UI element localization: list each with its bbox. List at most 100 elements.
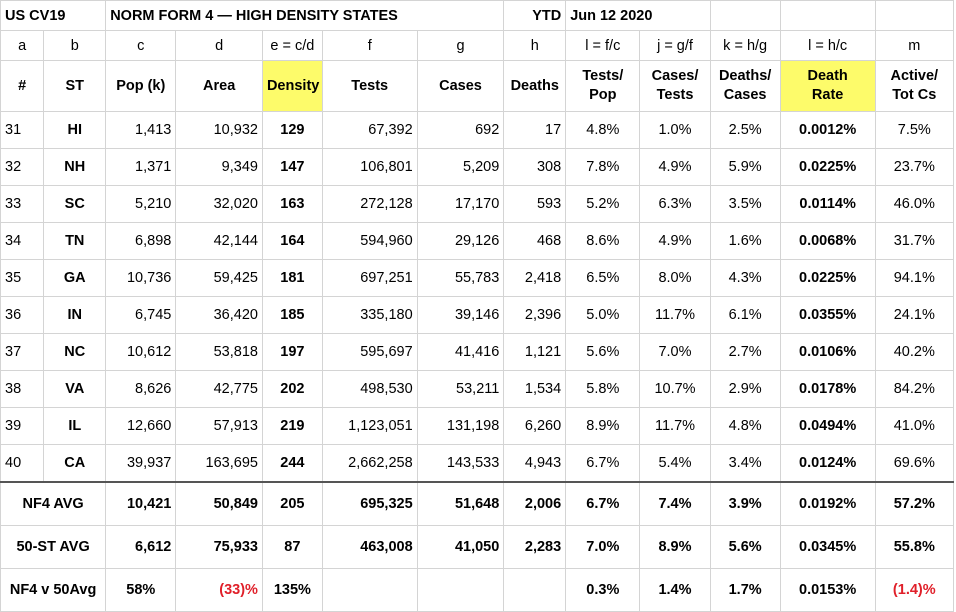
st50-avg-cell-6[interactable]: 41,050 [416, 525, 505, 569]
cell-3[interactable]: 163,695 [175, 444, 263, 483]
cell-11[interactable]: 0.0225% [779, 148, 876, 186]
header-cell-10[interactable]: Deaths/Cases [709, 60, 781, 112]
nf4-avg-cell-9[interactable]: 7.4% [639, 481, 711, 526]
comparison-death-rate[interactable]: 0.0153% [779, 568, 876, 612]
cell-6[interactable]: 17,170 [416, 185, 505, 223]
header-cell-6[interactable]: Cases [416, 60, 505, 112]
cell-11[interactable]: 0.0012% [779, 111, 876, 149]
cell-1[interactable]: NC [43, 333, 107, 371]
st50-avg-cell-11[interactable]: 0.0345% [779, 525, 876, 569]
comparison-label[interactable]: NF4 v 50Avg [0, 568, 107, 612]
cell-6[interactable]: 692 [416, 111, 505, 149]
nf4-avg-cell-11[interactable]: 0.0192% [779, 481, 876, 526]
cell-8[interactable]: 7.8% [565, 148, 641, 186]
nf4-avg-cell-6[interactable]: 51,648 [416, 481, 505, 526]
empty-cell[interactable] [779, 0, 876, 31]
cell-12[interactable]: 69.6% [874, 444, 955, 483]
cell-11[interactable]: 0.0225% [779, 259, 876, 297]
header-cell-4[interactable]: Density [261, 60, 323, 112]
cell-5[interactable]: 106,801 [321, 148, 418, 186]
cell-7[interactable]: 4,943 [503, 444, 567, 483]
st50-avg-cell-8[interactable]: 7.0% [565, 525, 641, 569]
cell-3[interactable]: 9,349 [175, 148, 263, 186]
cell-10[interactable]: 1.6% [709, 222, 781, 260]
cell-9[interactable]: 8.0% [639, 259, 711, 297]
nf4-avg-cell-8[interactable]: 6.7% [565, 481, 641, 526]
header-cell-0[interactable]: # [0, 60, 45, 112]
comparison-deaths-cases[interactable]: 1.7% [709, 568, 781, 612]
header-cell-7[interactable]: Deaths [503, 60, 567, 112]
cell-11[interactable]: 0.0355% [779, 296, 876, 334]
cell-4[interactable]: 164 [261, 222, 323, 260]
cell-9[interactable]: 10.7% [639, 370, 711, 408]
cell-8[interactable]: 6.7% [565, 444, 641, 483]
cell-0[interactable]: 37 [0, 333, 45, 371]
column-letter-2[interactable]: c [105, 30, 177, 61]
cell-6[interactable]: 131,198 [416, 407, 505, 445]
cell-4[interactable]: 197 [261, 333, 323, 371]
cell-7[interactable]: 308 [503, 148, 567, 186]
comparison-cases-tests[interactable]: 1.4% [639, 568, 711, 612]
st50-avg-cell-3[interactable]: 75,933 [175, 525, 263, 569]
cell-2[interactable]: 10,612 [105, 333, 177, 371]
column-letter-5[interactable]: f [321, 30, 418, 61]
header-cell-8[interactable]: Tests/Pop [565, 60, 641, 112]
cell-1[interactable]: IL [43, 407, 107, 445]
cell-12[interactable]: 23.7% [874, 148, 955, 186]
cell-9[interactable]: 11.7% [639, 407, 711, 445]
comparison-density[interactable]: 135% [261, 568, 323, 612]
st50-avg-label[interactable]: 50-ST AVG [0, 525, 107, 569]
cell-11[interactable]: 0.0178% [779, 370, 876, 408]
nf4-avg-cell-5[interactable]: 695,325 [321, 481, 418, 526]
cell-0[interactable]: 31 [0, 111, 45, 149]
cell-5[interactable]: 67,392 [321, 111, 418, 149]
header-cell-12[interactable]: Active/Tot Cs [874, 60, 955, 112]
column-letter-11[interactable]: l = h/c [779, 30, 876, 61]
cell-8[interactable]: 5.2% [565, 185, 641, 223]
cell-10[interactable]: 4.3% [709, 259, 781, 297]
nf4-avg-cell-10[interactable]: 3.9% [709, 481, 781, 526]
cell-9[interactable]: 11.7% [639, 296, 711, 334]
comparison-area[interactable]: (33)% [175, 568, 263, 612]
cell-11[interactable]: 0.0114% [779, 185, 876, 223]
nf4-avg-cell-7[interactable]: 2,006 [503, 481, 567, 526]
cell-12[interactable]: 41.0% [874, 407, 955, 445]
header-cell-1[interactable]: ST [43, 60, 107, 112]
cell-3[interactable]: 32,020 [175, 185, 263, 223]
nf4-avg-cell-3[interactable]: 50,849 [175, 481, 263, 526]
comparison-tests-pop[interactable]: 0.3% [565, 568, 641, 612]
header-cell-11[interactable]: Death Rate [779, 60, 876, 112]
cell-12[interactable]: 94.1% [874, 259, 955, 297]
cell-6[interactable]: 143,533 [416, 444, 505, 483]
cell-7[interactable]: 593 [503, 185, 567, 223]
cell-12[interactable]: 84.2% [874, 370, 955, 408]
cell-7[interactable]: 1,534 [503, 370, 567, 408]
cell-11[interactable]: 0.0494% [779, 407, 876, 445]
cell-4[interactable]: 129 [261, 111, 323, 149]
cell-6[interactable]: 41,416 [416, 333, 505, 371]
cell-5[interactable]: 594,960 [321, 222, 418, 260]
cell-1[interactable]: TN [43, 222, 107, 260]
cell-0[interactable]: 34 [0, 222, 45, 260]
cell-1[interactable]: GA [43, 259, 107, 297]
column-letter-8[interactable]: l = f/c [565, 30, 641, 61]
empty-cell[interactable] [709, 0, 781, 31]
cell-8[interactable]: 8.6% [565, 222, 641, 260]
cell-9[interactable]: 4.9% [639, 148, 711, 186]
header-cell-3[interactable]: Area [175, 60, 263, 112]
cell-2[interactable]: 8,626 [105, 370, 177, 408]
cell-7[interactable]: 1,121 [503, 333, 567, 371]
cell-1[interactable]: IN [43, 296, 107, 334]
column-letter-12[interactable]: m [874, 30, 955, 61]
empty-cell[interactable] [416, 568, 505, 612]
cell-1[interactable]: VA [43, 370, 107, 408]
header-cell-5[interactable]: Tests [321, 60, 418, 112]
cell-2[interactable]: 10,736 [105, 259, 177, 297]
cell-5[interactable]: 498,530 [321, 370, 418, 408]
cell-7[interactable]: 6,260 [503, 407, 567, 445]
cell-5[interactable]: 272,128 [321, 185, 418, 223]
comparison-pop[interactable]: 58% [105, 568, 177, 612]
cell-3[interactable]: 59,425 [175, 259, 263, 297]
cell-10[interactable]: 4.8% [709, 407, 781, 445]
cell-10[interactable]: 3.5% [709, 185, 781, 223]
